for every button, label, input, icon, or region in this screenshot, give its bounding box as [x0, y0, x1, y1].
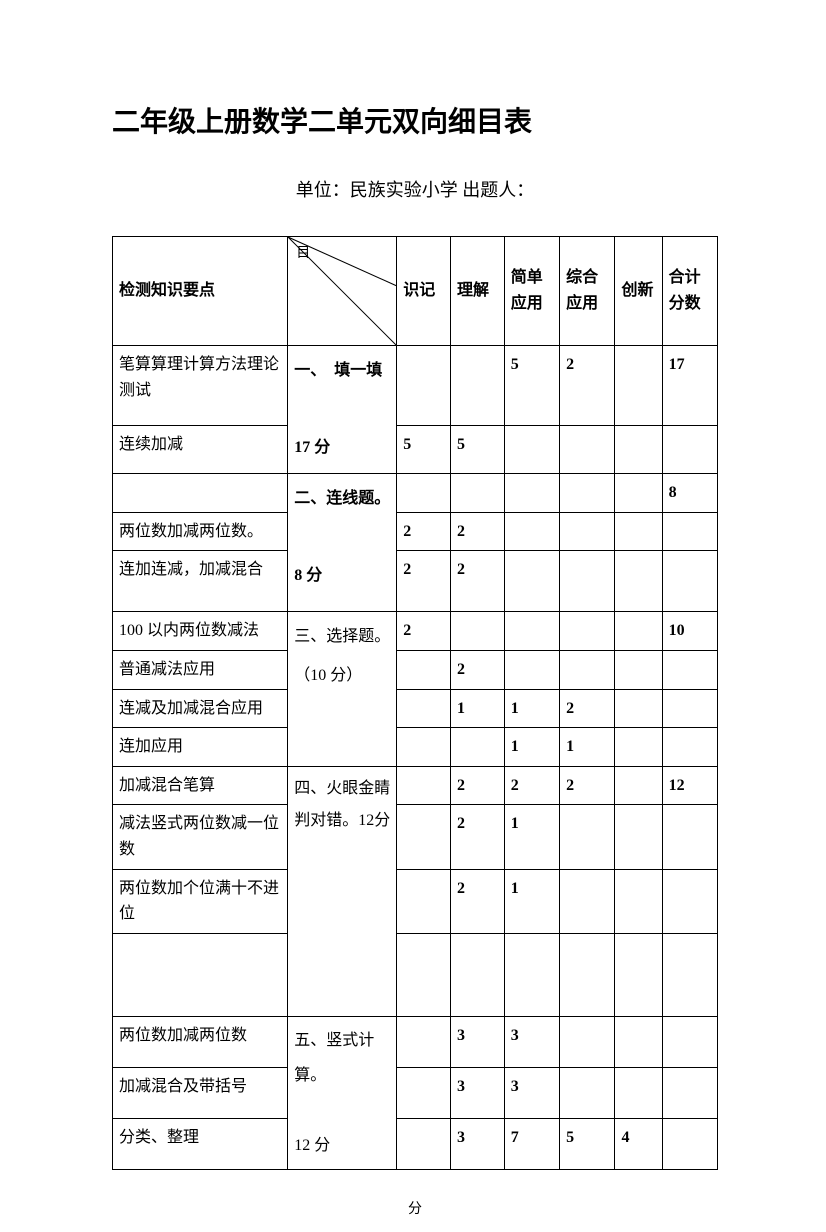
section-cell: 二、连线题。 8 分 — [288, 474, 397, 612]
header-col-5: 合计分数 — [662, 237, 717, 346]
section-cell: 一、 填一填 17 分 — [288, 346, 397, 474]
kp-cell: 分类、整理 — [113, 1119, 288, 1170]
diagonal-label: 目 — [296, 243, 310, 265]
page-footer: 分 — [112, 1198, 718, 1218]
kp-cell: 连续加减 — [113, 426, 288, 474]
kp-cell: 加减混合笔算 — [113, 766, 288, 805]
section-cell: 四、火眼金睛判对错。12分 — [288, 766, 397, 1016]
spec-table: 检测知识要点 目 识记 理解 简单应用 综合应用 创新 合计分数 笔算算理计算方… — [112, 236, 718, 1170]
kp-cell: 两位数加减两位数。 — [113, 512, 288, 551]
section-cell: 三、选择题。（10 分） — [288, 612, 397, 766]
kp-cell: 加减混合及带括号 — [113, 1067, 288, 1118]
section-cell: 五、竖式计算。 12 分 — [288, 1016, 397, 1170]
kp-cell: 两位数加减两位数 — [113, 1016, 288, 1067]
header-col-2: 简单应用 — [504, 237, 559, 346]
kp-cell: 连减及加减混合应用 — [113, 689, 288, 728]
table-row: 100 以内两位数减法 三、选择题。（10 分） 2 10 — [113, 612, 718, 651]
kp-cell: 普通减法应用 — [113, 650, 288, 689]
header-kp: 检测知识要点 — [113, 237, 288, 346]
kp-cell — [113, 474, 288, 513]
table-row: 两位数加减两位数 五、竖式计算。 12 分 3 3 — [113, 1016, 718, 1067]
table-row: 笔算算理计算方法理论测试 一、 填一填 17 分 5 2 17 — [113, 346, 718, 426]
header-col-0: 识记 — [397, 237, 451, 346]
kp-cell: 连加连减，加减混合 — [113, 551, 288, 612]
table-row: 两位数加个位满十不进位 2 1 — [113, 869, 718, 933]
header-col-3: 综合应用 — [560, 237, 615, 346]
table-row: 二、连线题。 8 分 8 — [113, 474, 718, 513]
kp-cell: 两位数加个位满十不进位 — [113, 869, 288, 933]
table-row: 加减混合及带括号 3 3 — [113, 1067, 718, 1118]
page-title: 二年级上册数学二单元双向细目表 — [112, 100, 718, 140]
kp-cell: 笔算算理计算方法理论测试 — [113, 346, 288, 426]
header-col-1: 理解 — [450, 237, 504, 346]
header-col-4: 创新 — [615, 237, 662, 346]
kp-cell: 连加应用 — [113, 728, 288, 767]
kp-cell: 减法竖式两位数减一位数 — [113, 805, 288, 869]
table-row: 加减混合笔算 四、火眼金睛判对错。12分 2 2 2 12 — [113, 766, 718, 805]
table-row: 普通减法应用 2 — [113, 650, 718, 689]
kp-cell: 100 以内两位数减法 — [113, 612, 288, 651]
table-header-row: 检测知识要点 目 识记 理解 简单应用 综合应用 创新 合计分数 — [113, 237, 718, 346]
table-row: 减法竖式两位数减一位数 2 1 — [113, 805, 718, 869]
table-row — [113, 933, 718, 1016]
table-row: 连加应用 1 1 — [113, 728, 718, 767]
table-row: 连加连减，加减混合 2 2 — [113, 551, 718, 612]
table-row: 分类、整理 3 7 5 4 — [113, 1119, 718, 1170]
table-row: 连减及加减混合应用 1 1 2 — [113, 689, 718, 728]
header-diagonal: 目 — [288, 237, 397, 346]
table-row: 两位数加减两位数。 2 2 — [113, 512, 718, 551]
kp-cell — [113, 933, 288, 1016]
table-row: 连续加减 5 5 — [113, 426, 718, 474]
page-subtitle: 单位：民族实验小学 出题人： — [112, 176, 718, 202]
